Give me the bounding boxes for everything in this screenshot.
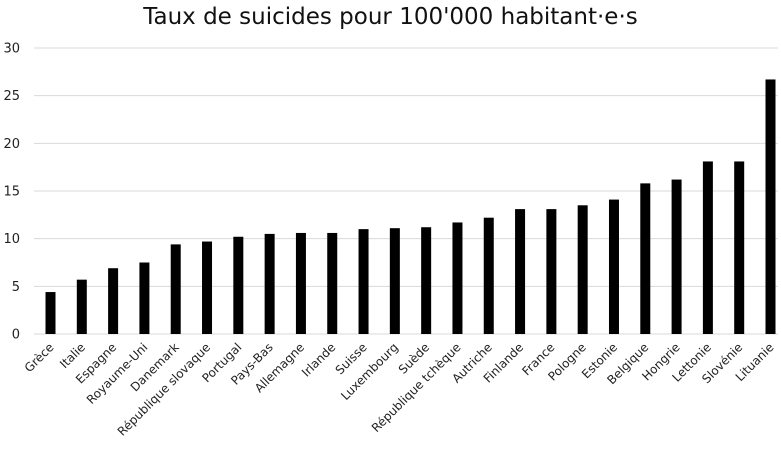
bar [421, 227, 432, 334]
bar [327, 232, 338, 334]
y-tick-label: 10 [3, 232, 20, 247]
bar [765, 79, 776, 335]
bar [76, 279, 87, 334]
y-axis-ticks: 0 5 10 15 20 25 30 [3, 42, 20, 343]
bar [170, 244, 181, 334]
bar [734, 161, 745, 334]
bar [264, 233, 275, 334]
chart-title: Taux de suicides pour 100'000 habitant·e… [143, 4, 638, 30]
bar [640, 183, 651, 334]
bar [108, 268, 119, 334]
bar [546, 209, 557, 334]
x-tick-label: Grèce [22, 340, 57, 375]
bars [45, 79, 776, 335]
y-tick-label: 20 [3, 137, 20, 152]
bar [515, 209, 526, 334]
y-tick-label: 15 [3, 185, 20, 200]
bar [233, 236, 244, 334]
bar [671, 179, 682, 334]
bar [45, 292, 56, 334]
grid-lines [34, 47, 778, 335]
bar [139, 262, 150, 334]
bar [389, 228, 400, 334]
bar [295, 232, 306, 334]
y-tick-label: 25 [3, 89, 20, 104]
bar [358, 229, 369, 334]
y-tick-label: 5 [12, 280, 20, 295]
y-tick-label: 0 [12, 328, 20, 343]
x-axis-labels: Grèce ItalieEspagneRoyaume-UniDanemarkRép… [22, 340, 777, 438]
bar [202, 241, 213, 334]
y-tick-label: 30 [3, 42, 20, 57]
x-tick-label: Irlande [299, 340, 338, 379]
bar [608, 199, 619, 334]
bar [577, 205, 588, 334]
bar [452, 222, 463, 334]
bar [702, 161, 713, 334]
bar [483, 217, 494, 334]
